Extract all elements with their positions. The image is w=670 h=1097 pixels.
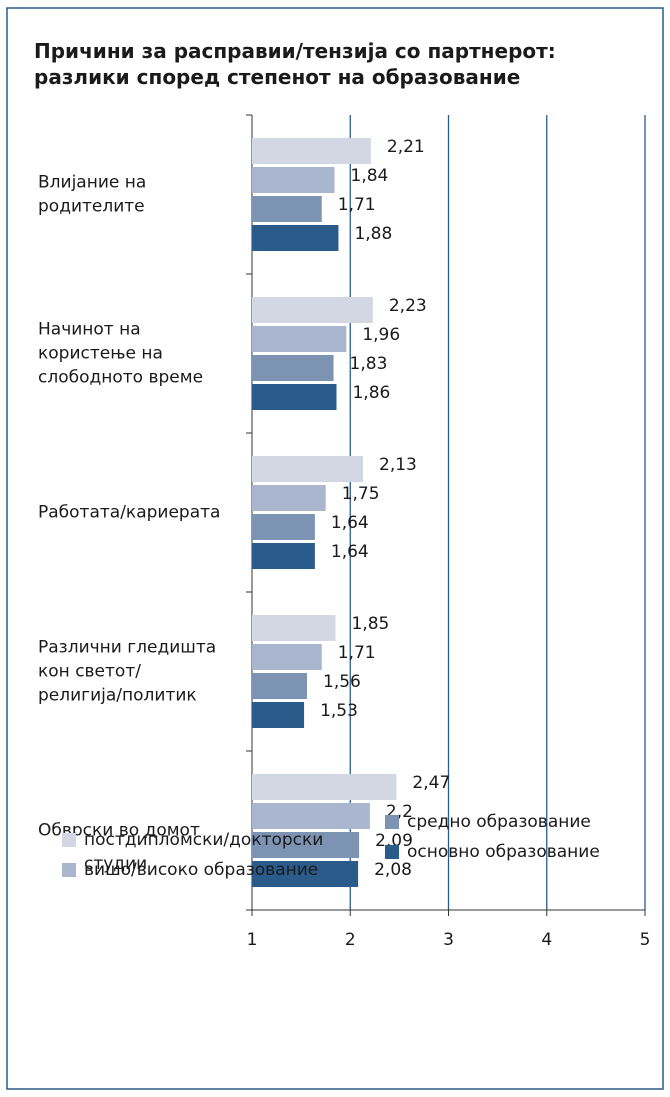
value-label: 1,75 bbox=[342, 484, 380, 504]
x-tick-label: 4 bbox=[541, 930, 552, 950]
x-tick-label: 2 bbox=[345, 930, 356, 950]
value-label: 1,71 bbox=[338, 643, 376, 663]
bar bbox=[252, 543, 315, 569]
bar bbox=[252, 644, 322, 670]
x-tick-label: 3 bbox=[443, 930, 454, 950]
bar bbox=[252, 861, 359, 887]
bar bbox=[252, 774, 397, 800]
value-label: 1,85 bbox=[352, 614, 390, 634]
value-label: 1,71 bbox=[338, 195, 376, 215]
legend-label: постдипломски/докторски студии bbox=[84, 830, 323, 874]
bar bbox=[252, 225, 339, 251]
bar bbox=[252, 138, 371, 164]
bar bbox=[252, 384, 337, 410]
bar bbox=[252, 355, 334, 381]
bar bbox=[252, 167, 335, 193]
value-label: 1,56 bbox=[323, 672, 361, 692]
value-label: 1,86 bbox=[352, 383, 390, 403]
bar bbox=[252, 326, 347, 352]
bar bbox=[252, 832, 360, 858]
bar bbox=[252, 702, 305, 728]
value-label: 1,64 bbox=[331, 542, 369, 562]
x-tick-label: 1 bbox=[247, 930, 258, 950]
bar bbox=[252, 196, 322, 222]
value-label: 2,08 bbox=[374, 860, 412, 880]
bar bbox=[252, 485, 326, 511]
legend-swatch bbox=[62, 863, 76, 877]
value-label: 1,88 bbox=[354, 224, 392, 244]
legend-label: вишо/високо образование bbox=[84, 860, 318, 880]
category-label: Работата/кариерата bbox=[38, 503, 220, 523]
value-label: 2,47 bbox=[412, 773, 450, 793]
legend-swatch bbox=[385, 845, 399, 859]
legend-label: основно образование bbox=[407, 842, 600, 862]
legend-label: средно образование bbox=[407, 812, 591, 832]
x-tick-label: 5 bbox=[640, 930, 651, 950]
category-label: Влијание на родителите bbox=[38, 173, 146, 217]
bar bbox=[252, 514, 315, 540]
frame bbox=[6, 7, 664, 1090]
value-label: 1,96 bbox=[362, 325, 400, 345]
value-label: 2,09 bbox=[375, 831, 413, 851]
bar bbox=[252, 297, 373, 323]
value-label: 2,13 bbox=[379, 455, 417, 475]
legend-swatch bbox=[385, 815, 399, 829]
value-label: 2,23 bbox=[389, 296, 427, 316]
category-label: Обврски во домот bbox=[38, 821, 200, 841]
category-label: Начинот на користење на слободното време bbox=[38, 320, 203, 388]
value-label: 1,84 bbox=[351, 166, 389, 186]
category-label: Различни гледишта кон светот/религија/пол… bbox=[38, 638, 216, 706]
value-label: 1,53 bbox=[320, 701, 358, 721]
value-label: 1,64 bbox=[331, 513, 369, 533]
bar bbox=[252, 673, 308, 699]
value-label: 2,21 bbox=[387, 137, 425, 157]
chart-title: Причини за расправии/тензија со партнеро… bbox=[34, 39, 556, 89]
bar bbox=[252, 456, 364, 482]
bar bbox=[252, 803, 370, 829]
legend-swatch bbox=[62, 833, 76, 847]
value-label: 1,83 bbox=[350, 354, 388, 374]
bar bbox=[252, 615, 336, 641]
